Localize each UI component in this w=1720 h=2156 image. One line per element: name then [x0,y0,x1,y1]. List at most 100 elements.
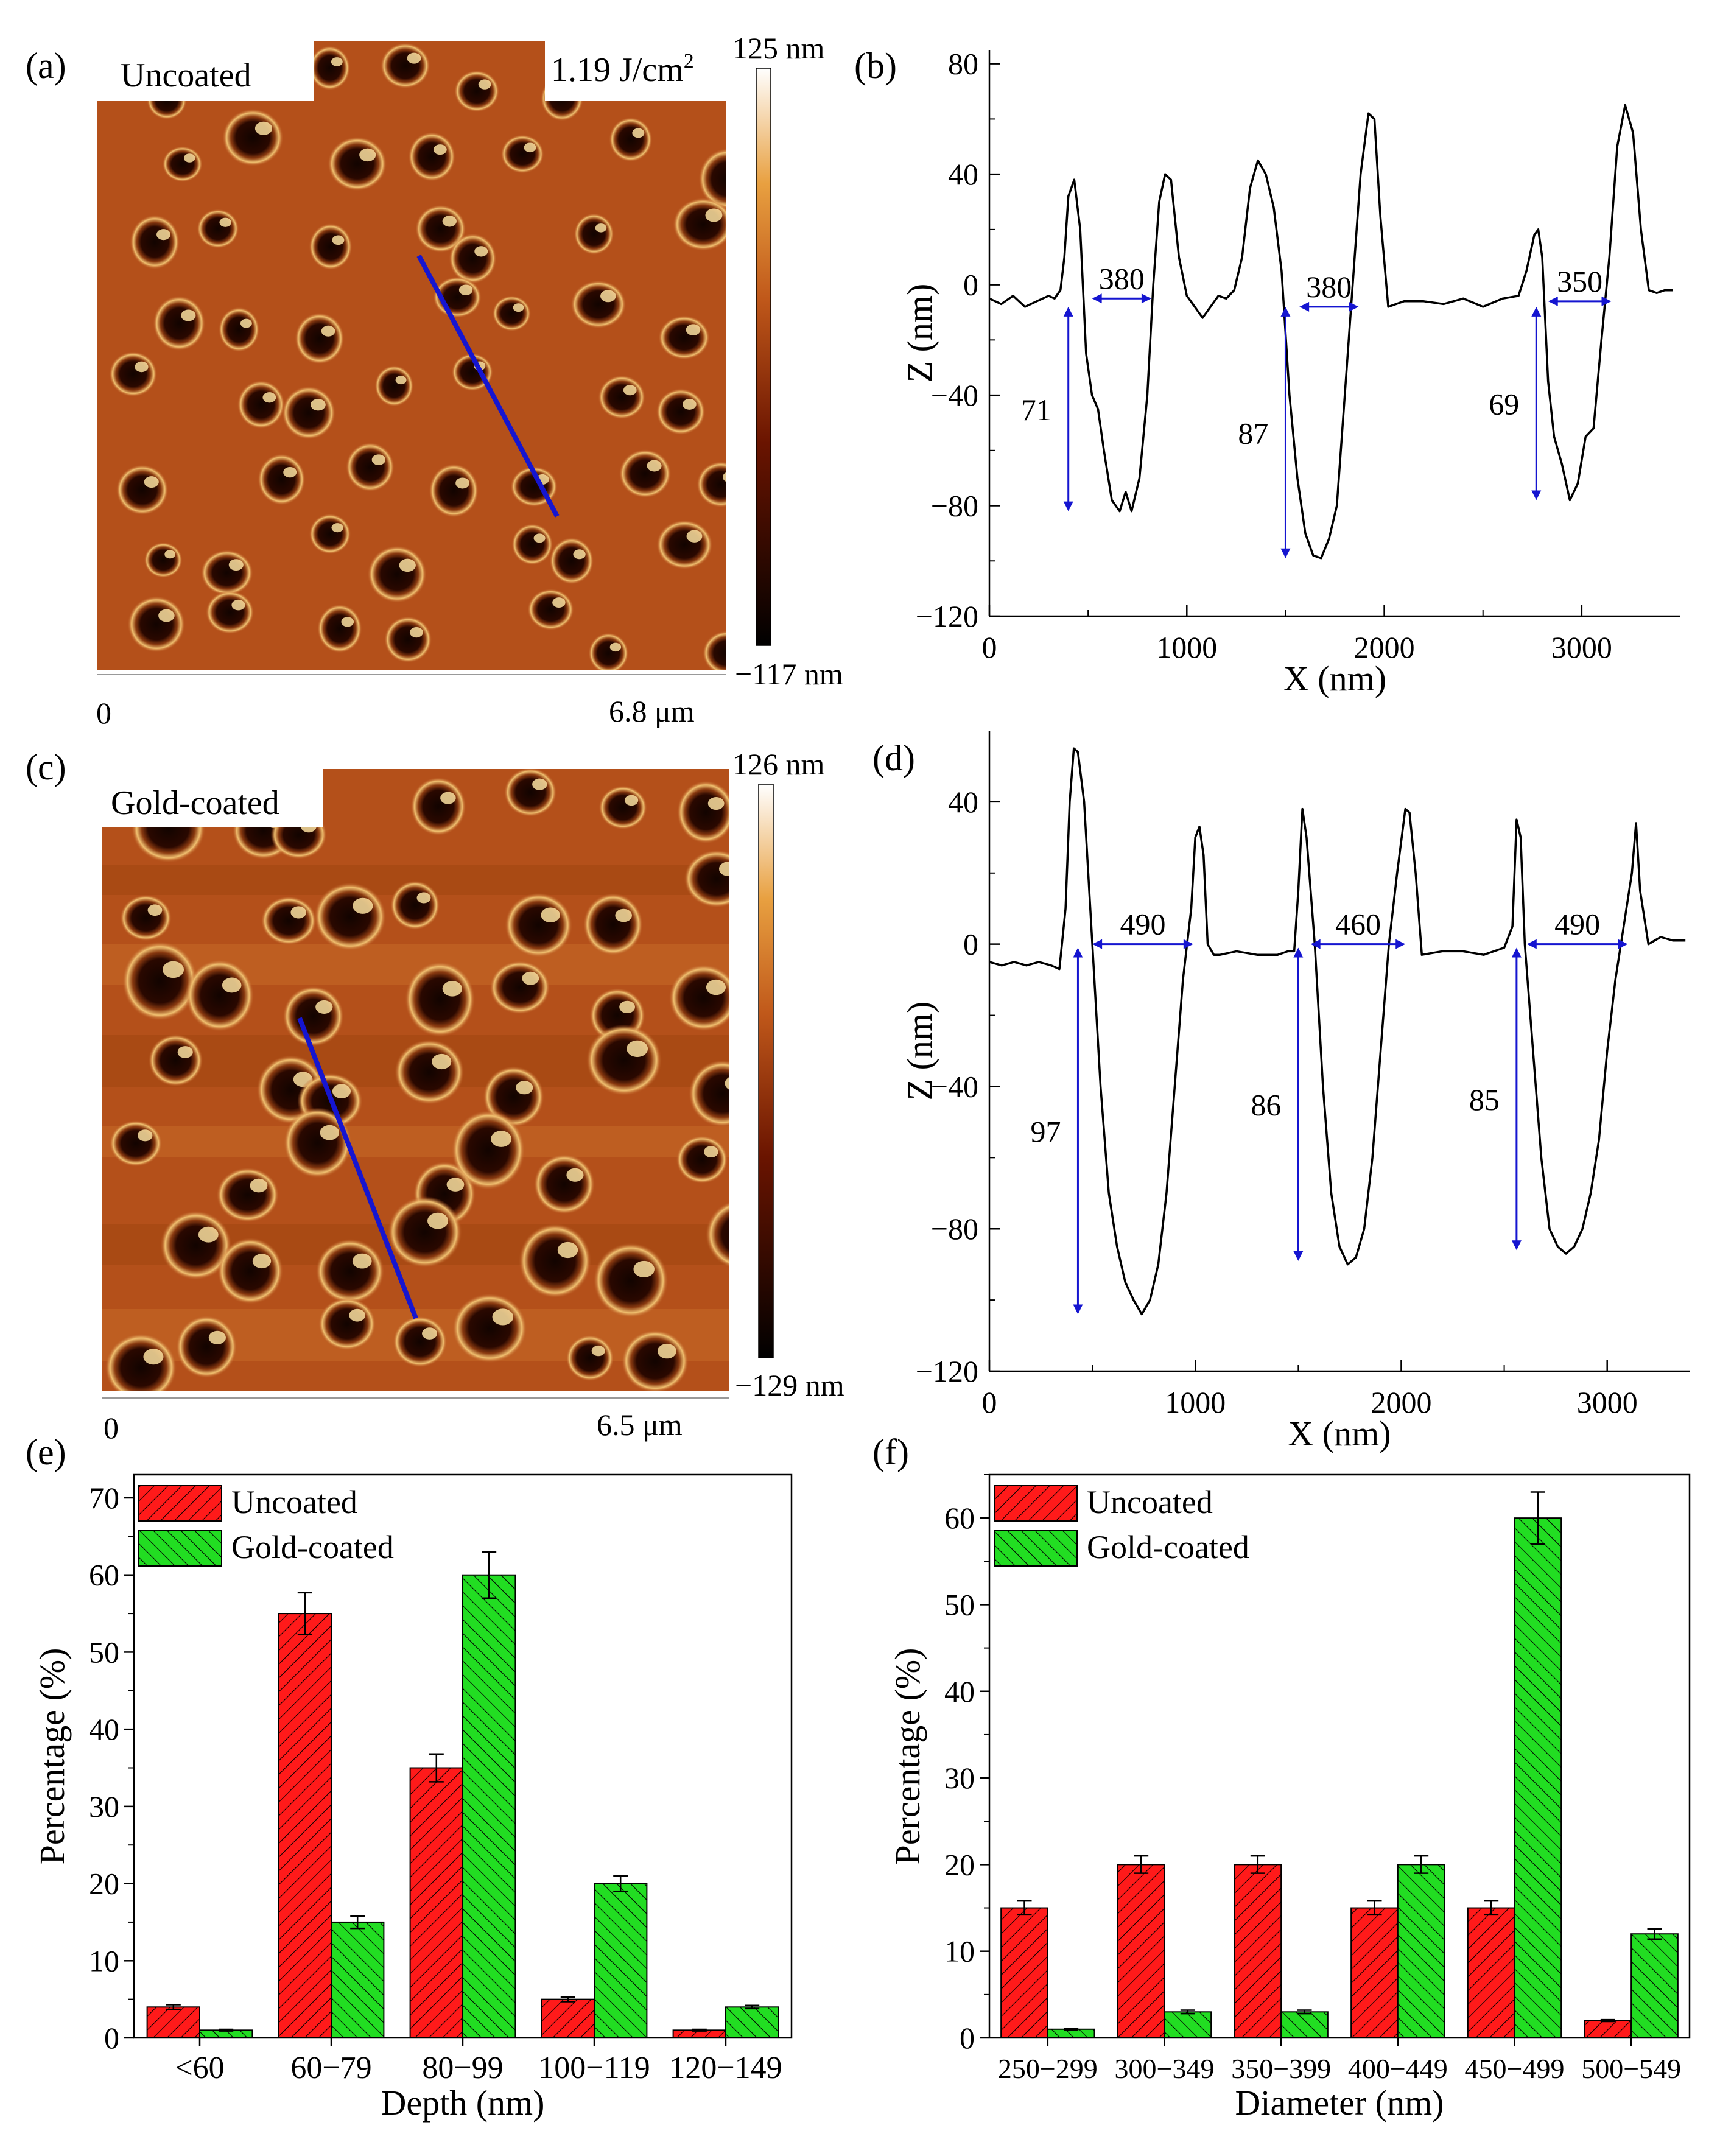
profile-b-depth-label: 69 [1489,387,1519,421]
scale-a-end: 6.8 μm [609,694,695,728]
afm-pit [697,461,726,508]
bars-e-legend-label: Uncoated [231,1484,357,1520]
afm-pit-rim-highlight [647,460,662,472]
bars-f-x-tick-label: 500−549 [1581,2053,1681,2084]
profile-b-y-tick-label: −120 [916,599,978,633]
afm-pit [598,375,646,420]
profile-d-depth-arrowhead [1073,1304,1083,1315]
afm-pit-rim-highlight [262,392,276,403]
afm-pit-rim-highlight [492,1308,514,1326]
profile-d-width-arrowhead [1395,939,1406,949]
afm-pit [217,1237,284,1305]
afm-pit [566,1335,614,1382]
bars-f-bar-gold-coated [1397,1864,1445,2038]
bars-f-bar-uncoated [1000,1907,1048,2039]
afm-pit-rim-highlight [252,1254,272,1269]
bars-f-bar-uncoated [1234,1864,1282,2038]
afm-pit [500,135,544,174]
panel-d-label: (d) [872,738,915,778]
afm-pit-rim-highlight [183,153,195,163]
afm-pit-rim-highlight [595,223,607,233]
afm-pit [673,197,726,251]
afm-pit-rim-highlight [208,1330,226,1344]
afm-pit [669,964,729,1031]
afm-pit [656,519,713,570]
bars-e-bar-gold-coated [594,1883,648,2039]
bars-f-y-tick-label: 40 [944,1674,975,1708]
afm-pit-rim-highlight [573,549,586,560]
afm-pit-rim-highlight [440,792,456,804]
profile-b-y-tick-label: 80 [948,47,978,81]
bars-f-bar-gold-coated [1164,2011,1212,2038]
afm-pit-rim-highlight [686,530,703,543]
profile-b-width-arrowhead [1092,293,1102,304]
afm-pit [408,132,456,181]
profile-b-depth-label: 87 [1238,416,1268,450]
profile-d-x-tick-label: 0 [982,1385,997,1419]
afm-pit [688,1059,729,1128]
profile-d-profile-line [989,747,1686,1316]
afm-pit-rim-highlight [432,1053,452,1070]
bars-e-legend-label: Gold-coated [231,1529,394,1565]
bars-e-bar-uncoated [278,1613,332,2039]
profile-b-depth-label: 71 [1021,393,1051,427]
profile-d-y-tick-label: 40 [948,785,978,819]
afm-pit [533,1154,595,1215]
bars-e-y-axis-title: Percentage (%) [32,1648,72,1865]
colorbar-c [758,784,774,1358]
profile-d-y-tick-label: −40 [931,1069,978,1103]
profile-b-width-label: 350 [1557,264,1602,298]
afm-pit-rim-highlight [164,550,175,559]
bars-f-y-tick-label: 30 [944,1761,975,1795]
afm-pit-rim-highlight [619,1000,635,1014]
afm-pit-rim-highlight [532,778,547,790]
afm-pit [261,896,317,946]
afm-pit-rim-highlight [341,617,354,627]
profile-b-depth-arrowhead [1531,306,1542,317]
afm-pit-rim-highlight [332,235,345,245]
profile-d-y-tick-label: −120 [916,1354,978,1388]
afm-pit-rim-highlight [455,477,470,489]
afm-pit-rim-highlight [290,906,307,919]
afm-pits-gold-coated [105,769,729,1391]
afm-pit-rim-highlight [707,797,725,810]
afm-pit-rim-highlight [442,981,463,997]
tag-box-a [97,41,314,101]
afm-pit-rim-highlight [407,52,421,64]
afm-pit-rim-highlight [624,795,639,806]
profile-d-depth-arrowhead [1293,1251,1304,1261]
bars-e-bar-gold-coated [462,1574,516,2039]
bars-e-bar-uncoated [409,1767,463,2038]
afm-pit [315,1238,385,1304]
afm-pit [504,893,573,958]
afm-pit [218,307,260,353]
afm-pit-rim-highlight [409,627,423,638]
afm-pit [295,312,345,365]
afm-pit-rim-highlight [522,971,539,985]
profile-d-width-arrowhead [1183,939,1193,949]
scan-line-c [297,1017,418,1319]
afm-pit-rim-highlight [315,1000,333,1014]
afm-pit [452,1293,527,1363]
afm-pit [404,961,476,1038]
afm-pit-rim-highlight [591,1345,605,1357]
afm-pit-rim-highlight [615,908,632,922]
bars-e-y-tick-label: 40 [89,1712,119,1746]
bars-e-bar-uncoated [541,1998,595,2038]
bars-e-y-tick-label: 30 [89,1789,119,1824]
afm-pit [583,893,644,956]
afm-pit [216,1167,279,1223]
afm-pit [609,117,653,162]
afm-pit [394,1039,465,1105]
bars-e-legend-swatch-gold-coated [138,1530,222,1567]
profile-d-depth-arrowhead [1293,947,1304,958]
afm-pit [574,213,614,255]
bars-e-bar-gold-coated [725,2006,779,2039]
profile-b-y-axis-title: Z (nm) [900,284,939,383]
profile-d-x-tick-label: 1000 [1165,1385,1226,1419]
afm-pit [518,1223,592,1299]
afm-pit-rim-highlight [321,325,335,337]
tag-uncoated: Uncoated [121,57,251,94]
bars-f-bar-uncoated [1467,1907,1515,2039]
